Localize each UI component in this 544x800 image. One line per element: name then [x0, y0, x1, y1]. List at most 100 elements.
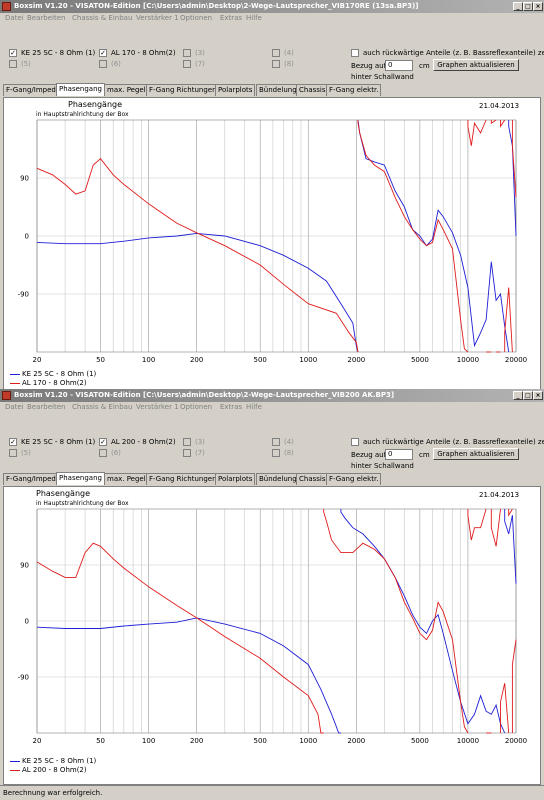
- menu-chassis-einbau[interactable]: Chassis & Einbau: [72, 403, 133, 411]
- series-segment: [340, 509, 506, 734]
- update-graphs-button[interactable]: Graphen aktualisieren: [433, 59, 519, 71]
- tab-max-pegel[interactable]: max. Pegel: [104, 473, 149, 485]
- checkbox-chassis-2[interactable]: ✓: [99, 49, 107, 57]
- x-tick-label: 1000: [299, 356, 317, 364]
- close-button[interactable]: ×: [533, 2, 543, 11]
- x-tick-label: 2000: [347, 737, 365, 745]
- checkbox-chassis-8[interactable]: [272, 449, 280, 457]
- tab-phasengang[interactable]: Phasengang: [56, 472, 105, 485]
- checkbox-chassis-2[interactable]: ✓: [99, 438, 107, 446]
- checkbox-chassis-1[interactable]: ✓: [9, 49, 17, 57]
- checkbox-label: (7): [195, 449, 205, 457]
- maximize-button[interactable]: □: [523, 2, 533, 11]
- menu-datei[interactable]: Datei: [5, 14, 24, 22]
- checkbox-chassis-6[interactable]: [99, 60, 107, 68]
- menu-optionen[interactable]: Optionen: [180, 403, 213, 411]
- checkbox-chassis-3[interactable]: [183, 438, 191, 446]
- menu-chassis-einbau[interactable]: Chassis & Einbau: [72, 14, 133, 22]
- tab-fgang-elektr[interactable]: F-Gang elektr.: [326, 84, 382, 96]
- tab-fgang-imped[interactable]: F-Gang/Imped.: [3, 84, 62, 96]
- x-tick-label: 5000: [411, 737, 429, 745]
- series-segment: [500, 119, 506, 128]
- options-panel: ✓ KE 25 SC - 8 Ohm (1) ✓ AL 200 - 8 Ohm(…: [0, 413, 544, 473]
- menu-bearbeiten[interactable]: Bearbeiten: [27, 14, 66, 22]
- checkbox-chassis-1[interactable]: ✓: [9, 438, 17, 446]
- checkbox-chassis-6[interactable]: [99, 449, 107, 457]
- x-tick-label: 20: [33, 737, 42, 745]
- menu-verstaerker[interactable]: Verstärker 1: [136, 14, 179, 22]
- update-graphs-button[interactable]: Graphen aktualisieren: [433, 448, 519, 460]
- checkbox-chassis-5[interactable]: [9, 449, 17, 457]
- checkbox-chassis-8[interactable]: [272, 60, 280, 68]
- phase-chart-area: 20 50 100 200 500 1000 2000 5000 10000 20000 90 0 -9…: [3, 97, 541, 390]
- checkbox-label: (5): [21, 60, 31, 68]
- legend-swatch: [10, 382, 20, 384]
- tab-buendelung[interactable]: Bündelung: [256, 473, 300, 485]
- tab-fgang-imped[interactable]: F-Gang/Imped.: [3, 473, 62, 485]
- tab-phasengang[interactable]: Phasengang: [56, 83, 105, 96]
- y-tick-label: -90: [18, 291, 29, 299]
- legend-entry-2: AL 170 - 8 Ohm(2): [10, 379, 87, 387]
- tab-polarplots[interactable]: Polarplots: [215, 473, 256, 485]
- x-tick-label: 1000: [299, 737, 317, 745]
- menu-verstaerker[interactable]: Verstärker 1: [136, 403, 179, 411]
- checkbox-label: AL 200 - 8 Ohm(2): [111, 438, 176, 446]
- y-tick-label: -90: [18, 674, 29, 682]
- tab-bar: F-Gang/Imped. Phasengang max. Pegel F-Ga…: [0, 83, 544, 97]
- menu-extras[interactable]: Extras: [220, 14, 243, 22]
- series-2-line: [36, 119, 517, 353]
- tab-fgang-richtungen[interactable]: F-Gang Richtungen: [146, 84, 220, 96]
- checkbox-label: (4): [284, 49, 294, 57]
- series-segment: [357, 119, 510, 353]
- tab-fgang-elektr[interactable]: F-Gang elektr.: [326, 473, 382, 485]
- checkbox-chassis-4[interactable]: [272, 49, 280, 57]
- tab-max-pegel[interactable]: max. Pegel: [104, 84, 149, 96]
- checkbox-chassis-3[interactable]: [183, 49, 191, 57]
- menu-extras[interactable]: Extras: [220, 403, 243, 411]
- tab-chassis[interactable]: Chassis: [296, 473, 329, 485]
- checkbox-label: KE 25 SC - 8 Ohm (1): [21, 49, 96, 57]
- tab-buendelung[interactable]: Bündelung: [256, 84, 300, 96]
- tab-chassis[interactable]: Chassis: [296, 84, 329, 96]
- checkbox-chassis-5[interactable]: [9, 60, 17, 68]
- menu-bearbeiten[interactable]: Bearbeiten: [27, 403, 66, 411]
- checkbox-chassis-7[interactable]: [183, 60, 191, 68]
- checkbox-rueckwaertig[interactable]: [351, 438, 359, 446]
- status-text: Berechnung war erfolgreich.: [3, 789, 103, 797]
- x-tick-label: 50: [96, 356, 105, 364]
- minimize-button[interactable]: _: [513, 2, 523, 11]
- checkbox-label: (6): [111, 449, 121, 457]
- chart-date: 21.04.2013: [479, 491, 520, 499]
- minimize-button[interactable]: _: [513, 391, 523, 400]
- bezug-input[interactable]: 0: [385, 449, 413, 460]
- checkbox-label: (6): [111, 60, 121, 68]
- hinter-schallwand-label: hinter Schallwand: [351, 462, 414, 470]
- tab-polarplots[interactable]: Polarplots: [215, 84, 256, 96]
- series-segment: [357, 120, 469, 353]
- rueckwaertig-label: auch rückwärtige Anteile (z. B. Bassrefl…: [363, 49, 544, 57]
- tab-fgang-richtungen[interactable]: F-Gang Richtungen: [146, 473, 220, 485]
- checkbox-chassis-4[interactable]: [272, 438, 280, 446]
- boxsim-window-2: Boxsim V1.20 - VISATON-Edition [C:\Users…: [0, 389, 544, 785]
- menu-hilfe[interactable]: Hilfe: [246, 14, 262, 22]
- x-tick-label: 50: [96, 737, 105, 745]
- maximize-button[interactable]: □: [523, 391, 533, 400]
- legend-swatch: [10, 373, 20, 375]
- bezug-input[interactable]: 0: [385, 60, 413, 71]
- x-tick-label: 500: [254, 737, 267, 745]
- checkbox-rueckwaertig[interactable]: [351, 49, 359, 57]
- chart-title: Phasengänge: [68, 100, 123, 109]
- legend-label: AL 200 - 8 Ohm(2): [22, 766, 87, 774]
- menu-optionen[interactable]: Optionen: [180, 14, 213, 22]
- menu-bar: Datei Bearbeiten Chassis & Einbau Verstä…: [0, 402, 544, 413]
- close-button[interactable]: ×: [533, 391, 543, 400]
- x-tick-label: 20: [33, 356, 42, 364]
- x-tick-label: 20000: [505, 356, 527, 364]
- window-title: Boxsim V1.20 - VISATON-Edition [C:\Users…: [14, 391, 395, 399]
- menu-hilfe[interactable]: Hilfe: [246, 403, 262, 411]
- checkbox-chassis-7[interactable]: [183, 449, 191, 457]
- phase-chart-area: 20 50 100 200 500 1000 2000 5000 10000 20000 90 0 -9…: [3, 486, 541, 785]
- menu-datei[interactable]: Datei: [5, 403, 24, 411]
- x-tick-label: 100: [142, 737, 155, 745]
- x-tick-label: 500: [254, 356, 267, 364]
